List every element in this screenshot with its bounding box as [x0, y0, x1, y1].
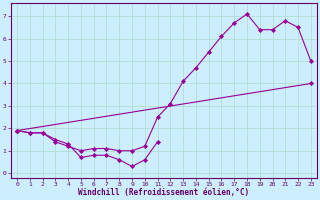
X-axis label: Windchill (Refroidissement éolien,°C): Windchill (Refroidissement éolien,°C) [78, 188, 250, 197]
